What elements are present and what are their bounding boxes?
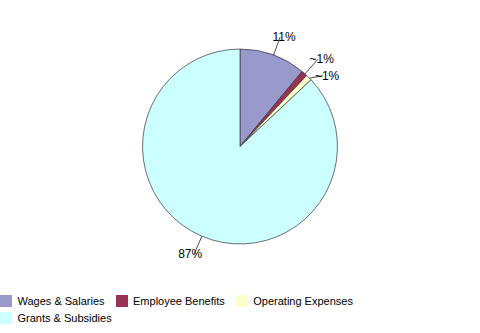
svg-text:~1%: ~1% — [315, 69, 340, 83]
svg-text:11%: 11% — [272, 30, 295, 44]
svg-text:~1%: ~1% — [310, 52, 335, 66]
html-text:Employee Benefits: Employee Benefits — [133, 295, 225, 308]
svg-text:87%: 87% — [178, 247, 202, 261]
html-text:Operating Expenses: Operating Expenses — [253, 295, 353, 308]
html-text:Wages & Salaries: Wages & Salaries — [17, 295, 105, 308]
html-text:Grants & Subsidies: Grants & Subsidies — [17, 311, 112, 324]
